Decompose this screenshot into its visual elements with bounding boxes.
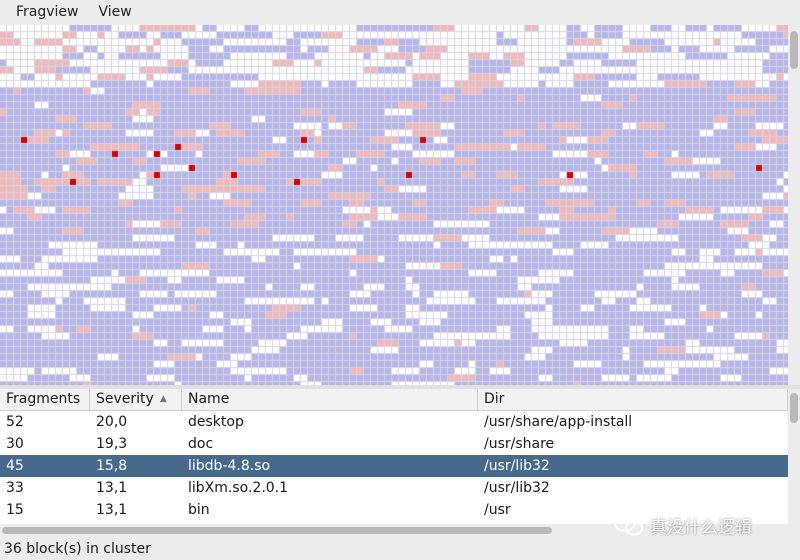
pane-splitter[interactable] [0,385,800,389]
cell-name: libXm.so.2.0.1 [188,480,289,496]
map-scroll-thumb[interactable] [790,31,798,69]
cluster-grid-canvas[interactable] [0,25,788,385]
menu-view[interactable]: View [98,4,132,20]
menubar: Fragview View [0,0,800,25]
table-row[interactable]: 15 13,1 bin /usr [0,499,788,521]
cell-fragments: 45 [6,458,24,474]
menu-fragview[interactable]: Fragview [16,4,79,20]
table-row[interactable]: 33 13,1 libXm.so.2.0.1 /usr/lib32 [0,477,788,499]
file-table: Fragments Severity ▲ Name Dir 52 20,0 des… [0,389,788,524]
table-vertical-scrollbar[interactable] [788,389,800,536]
cell-name: libdb-4.8.so [188,458,271,474]
cell-severity: 13,1 [96,480,128,496]
fragmentation-map[interactable] [0,25,788,385]
watermark-text: 真没什么逻辑 [650,517,752,538]
sort-ascending-icon: ▲ [159,394,167,404]
cell-fragments: 52 [6,414,24,430]
status-bar: 36 block(s) in cluster [0,538,800,560]
cell-dir: /usr/lib32 [484,480,550,496]
cell-dir: /usr [484,502,511,518]
table-row[interactable]: 30 19,3 doc /usr/share [0,433,788,455]
table-header: Fragments Severity ▲ Name Dir [0,389,788,411]
column-header-dir[interactable]: Dir [478,389,788,410]
cell-severity: 19,3 [96,436,128,452]
watermark: 真没什么逻辑 [614,511,752,539]
table-scroll-thumb[interactable] [790,393,798,423]
column-header-name[interactable]: Name [182,389,478,410]
cell-dir: /usr/share [484,436,555,452]
cell-severity: 20,0 [96,414,128,430]
column-header-severity[interactable]: Severity ▲ [90,389,182,410]
table-row[interactable]: 52 20,0 desktop /usr/share/app-install [0,411,788,433]
cell-name: doc [188,436,214,452]
column-header-fragments[interactable]: Fragments [0,389,90,410]
cell-fragments: 33 [6,480,24,496]
cell-name: bin [188,502,210,518]
map-vertical-scrollbar[interactable] [788,25,800,385]
wechat-icon [614,514,643,536]
cell-severity: 15,8 [96,458,128,474]
table-horizontal-scrollbar[interactable] [0,524,788,536]
cell-fragments: 15 [6,502,24,518]
cell-dir: /usr/lib32 [484,458,550,474]
table-row-selected[interactable]: 45 15,8 libdb-4.8.so /usr/lib32 [0,455,788,477]
cell-fragments: 30 [6,436,24,452]
table-hscroll-thumb[interactable] [2,527,552,534]
cell-dir: /usr/share/app-install [484,414,633,430]
cell-name: desktop [188,414,244,430]
cell-severity: 13,1 [96,502,128,518]
